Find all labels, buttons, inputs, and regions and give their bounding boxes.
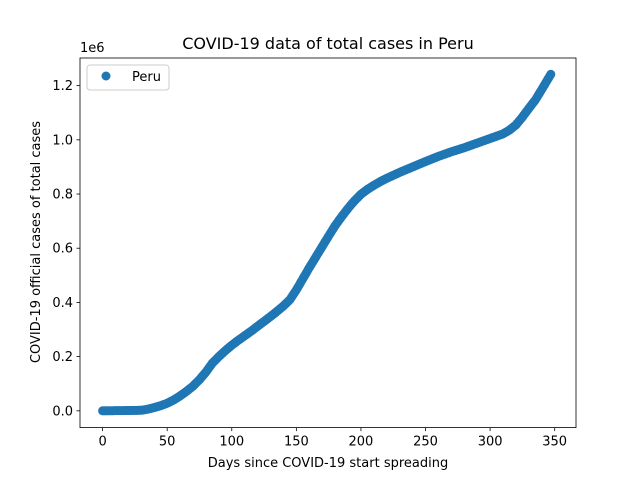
x-tick-label: 250	[413, 435, 438, 450]
x-tick-label: 350	[542, 435, 567, 450]
y-tick-label: 1.0	[52, 133, 73, 148]
plot-frame	[79, 57, 577, 429]
scatter-points	[98, 69, 556, 416]
x-tick-label: 150	[284, 435, 309, 450]
y-tick-label: 0.4	[52, 296, 73, 311]
x-tick-label: 0	[98, 435, 106, 450]
y-tick-label: 1.2	[52, 79, 73, 94]
x-tick-label: 200	[349, 435, 374, 450]
x-axis-label: Days since COVID-19 start spreading	[208, 456, 448, 471]
x-tick-label: 50	[159, 435, 176, 450]
x-tick-label: 100	[219, 435, 244, 450]
x-tick-label: 300	[478, 435, 503, 450]
y-tick-label: 0.0	[52, 404, 73, 419]
chart-title: COVID-19 data of total cases in Peru	[182, 34, 474, 53]
y-tick-label: 0.6	[52, 242, 73, 257]
y-tick-label: 0.8	[52, 188, 73, 203]
y-axis-ticks: 0.0 0.2 0.4 0.6 0.8 1.0 1.2	[52, 79, 80, 419]
legend: Peru	[86, 64, 170, 91]
legend-marker	[101, 71, 111, 81]
y-tick-label: 0.2	[52, 350, 73, 365]
scatter-point	[546, 69, 556, 79]
y-axis-label: COVID-19 official cases of total cases	[29, 121, 44, 363]
y-axis-offset-text: 1e6	[80, 41, 105, 56]
x-axis-ticks: 0 50 100 150 200 250 300 350	[98, 427, 567, 450]
legend-box	[86, 64, 170, 91]
legend-label: Peru	[132, 70, 161, 85]
